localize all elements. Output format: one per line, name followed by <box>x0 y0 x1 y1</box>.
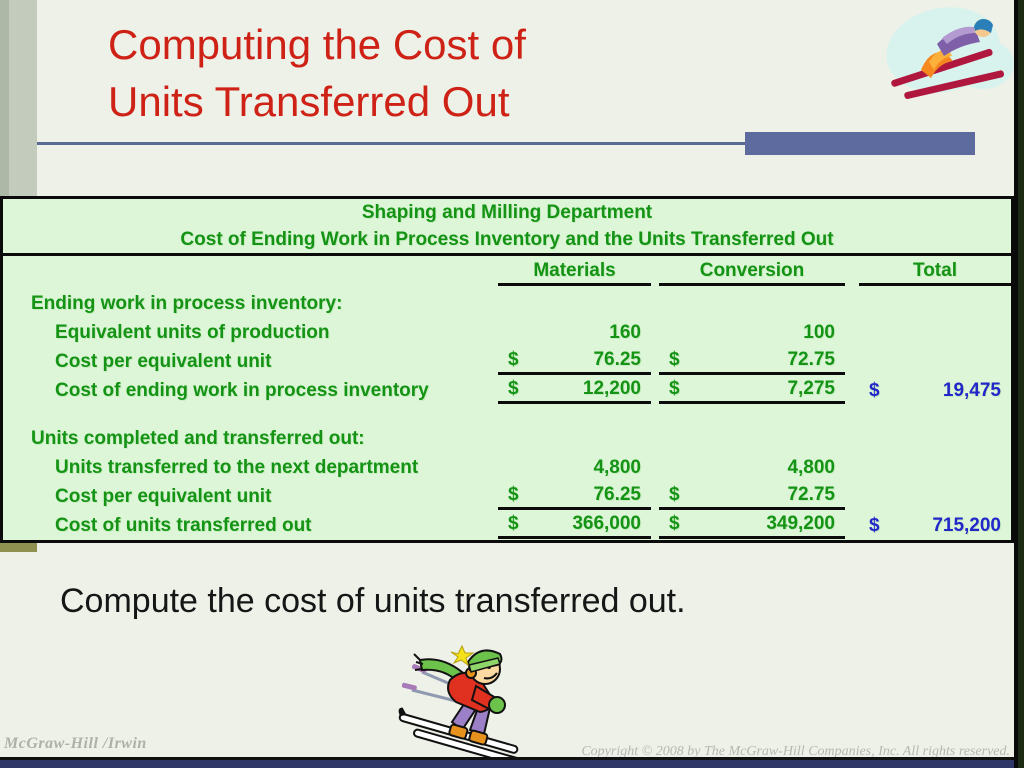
accent-rectangle <box>745 132 975 155</box>
table-column-header-row: Materials Conversion Total <box>3 256 1011 289</box>
materials-value: 76.25 <box>593 484 641 505</box>
conversion-value: 349,200 <box>766 513 835 534</box>
page-title-line-2: Units Transferred Out <box>108 78 510 125</box>
table-header-divider <box>3 253 1011 256</box>
table-title-department: Shaping and Milling Department <box>361 202 653 223</box>
column-header-conversion: Conversion <box>659 260 845 286</box>
materials-value: 160 <box>609 321 641 343</box>
page-title-line-1: Computing the Cost of <box>108 21 526 68</box>
table-row: Equivalent units of production 160 100 <box>3 318 1011 347</box>
row-label: Cost per equivalent unit <box>55 350 272 372</box>
table-row: Cost of units transferred out $366,000 $… <box>3 511 1011 540</box>
currency-symbol: $ <box>508 513 519 534</box>
table-row: Cost per equivalent unit $76.25 $72.75 <box>3 482 1011 511</box>
row-label: Ending work in process inventory: <box>31 292 343 314</box>
currency-symbol: $ <box>669 349 680 370</box>
skier-cartoon-icon <box>398 644 533 764</box>
ski-jumper-icon <box>886 7 1014 99</box>
column-header-total: Total <box>859 260 1011 286</box>
publisher-credit: McGraw-Hill /Irwin <box>4 735 147 752</box>
row-label: Cost per equivalent unit <box>55 485 272 507</box>
table-section-heading: Ending work in process inventory: <box>3 289 1011 318</box>
conversion-value: 100 <box>803 321 835 343</box>
currency-symbol: $ <box>669 513 680 534</box>
cost-report-table: Shaping and Milling Department Cost of E… <box>0 196 1014 543</box>
row-label: Units completed and transferred out: <box>31 427 365 449</box>
currency-symbol: $ <box>869 514 880 536</box>
conversion-value: 7,275 <box>787 378 835 399</box>
currency-symbol: $ <box>508 378 519 399</box>
table-blank-row <box>3 405 1011 424</box>
materials-value: 12,200 <box>582 378 641 399</box>
table-section-heading: Units completed and transferred out: <box>3 424 1011 453</box>
table-title-description: Cost of Ending Work in Process Inventory… <box>180 229 834 250</box>
row-label: Cost of units transferred out <box>55 514 312 536</box>
materials-value: 76.25 <box>593 349 641 370</box>
conversion-value: 4,800 <box>787 456 835 478</box>
currency-symbol: $ <box>508 349 519 370</box>
bottom-navy-bar <box>0 757 1024 768</box>
olive-accent-tab <box>0 543 37 552</box>
currency-symbol: $ <box>508 484 519 505</box>
materials-value: 4,800 <box>593 456 641 478</box>
slide-caption: Compute the cost of units transferred ou… <box>60 582 686 620</box>
conversion-value: 72.75 <box>787 484 835 505</box>
right-edge-strip <box>1014 0 1024 768</box>
row-label: Units transferred to the next department <box>55 456 419 478</box>
page-title: Computing the Cost of Units Transferred … <box>108 16 526 130</box>
total-value: 715,200 <box>932 514 1001 536</box>
title-underline-rule <box>37 142 974 145</box>
row-label: Cost of ending work in process inventory <box>55 379 429 401</box>
currency-symbol: $ <box>669 484 680 505</box>
conversion-value: 72.75 <box>787 349 835 370</box>
row-label: Equivalent units of production <box>55 321 330 343</box>
total-value: 19,475 <box>942 379 1001 401</box>
currency-symbol: $ <box>869 379 880 401</box>
left-accent-bar <box>0 0 37 196</box>
currency-symbol: $ <box>669 378 680 399</box>
copyright-notice: Copyright © 2008 by The McGraw-Hill Comp… <box>581 744 1010 759</box>
table-row: Units transferred to the next department… <box>3 453 1011 482</box>
column-header-materials: Materials <box>498 260 651 286</box>
table-row: Cost per equivalent unit $76.25 $72.75 <box>3 347 1011 376</box>
table-row: Cost of ending work in process inventory… <box>3 376 1011 405</box>
materials-value: 366,000 <box>572 513 641 534</box>
